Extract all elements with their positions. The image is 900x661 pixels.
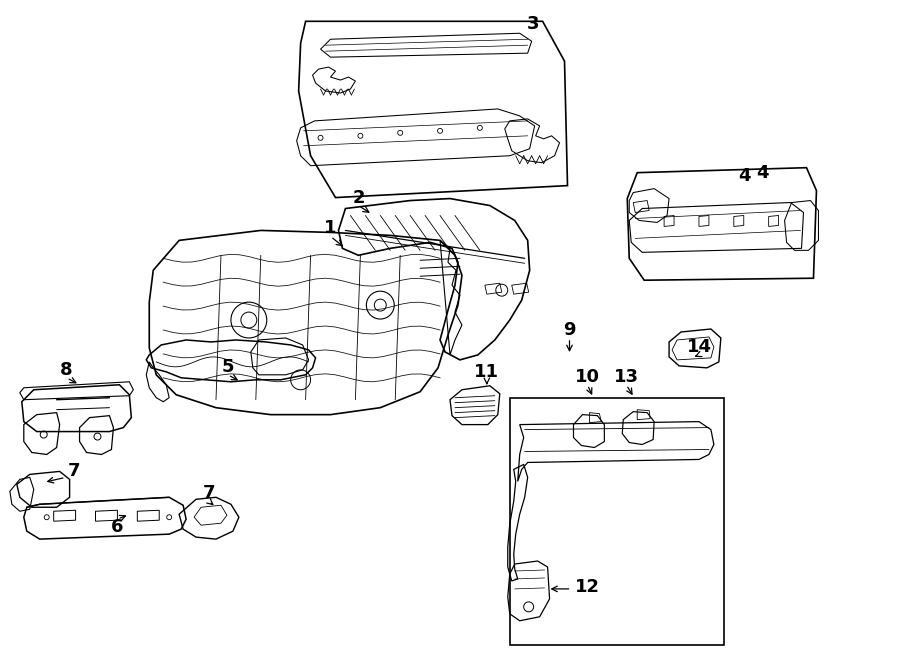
Text: 1: 1 xyxy=(324,219,337,237)
Text: 2: 2 xyxy=(352,188,365,206)
Text: 10: 10 xyxy=(575,368,600,386)
Text: 12: 12 xyxy=(574,578,599,596)
Text: 6: 6 xyxy=(112,518,123,536)
Bar xyxy=(509,398,724,644)
Text: 9: 9 xyxy=(563,321,576,339)
Text: 13: 13 xyxy=(614,368,639,386)
Text: 7: 7 xyxy=(68,463,80,481)
Text: 3: 3 xyxy=(526,15,539,33)
Text: 8: 8 xyxy=(60,361,73,379)
Text: 4: 4 xyxy=(739,167,751,184)
Text: 4: 4 xyxy=(756,164,769,182)
Text: 14: 14 xyxy=(687,338,711,356)
Text: 7: 7 xyxy=(202,485,215,502)
Text: 5: 5 xyxy=(221,358,234,376)
Text: 11: 11 xyxy=(474,363,500,381)
